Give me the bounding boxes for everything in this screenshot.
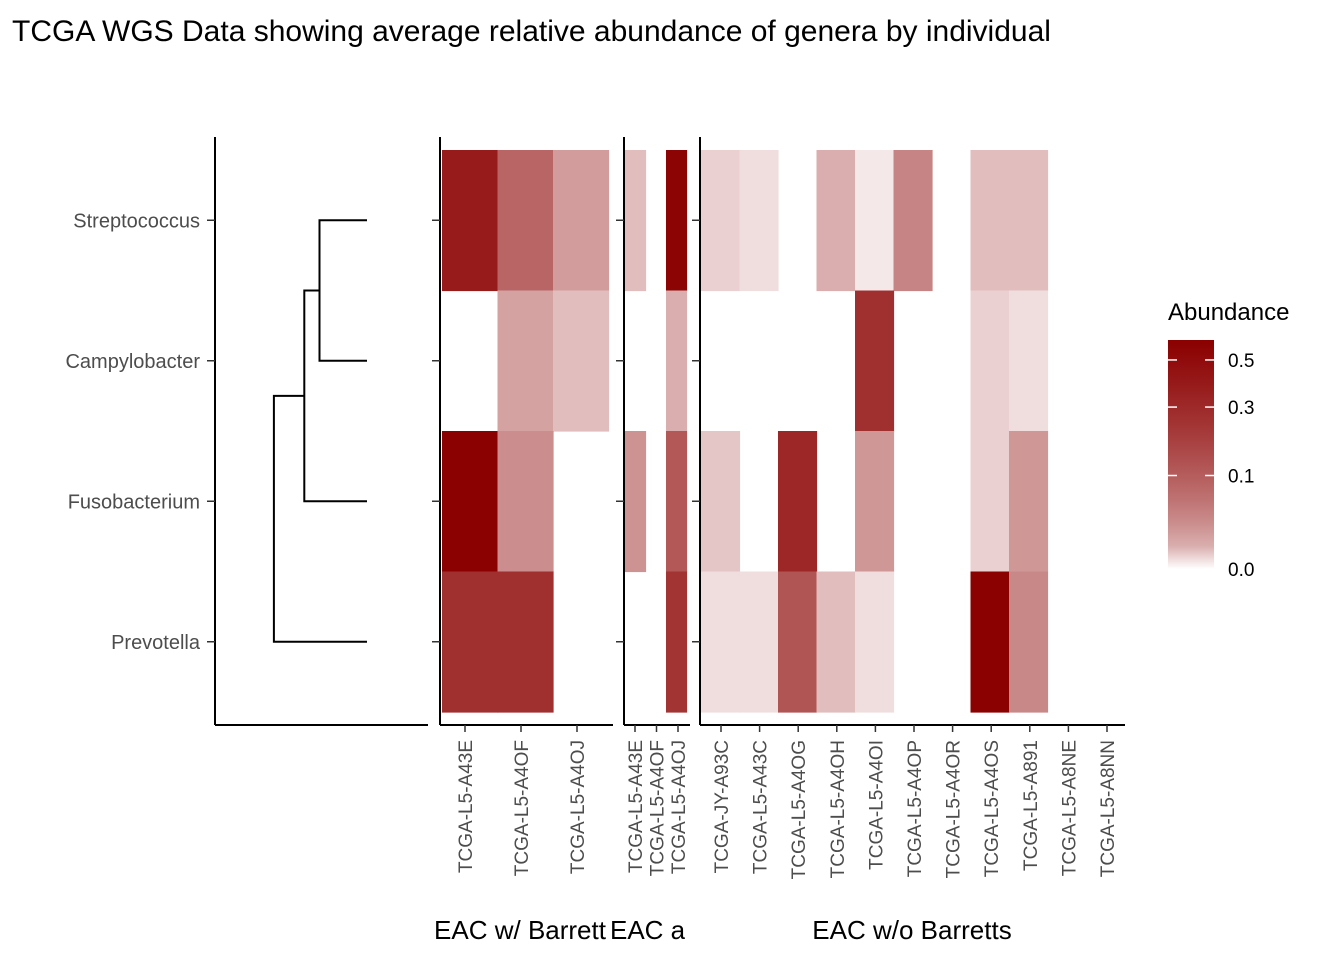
legend-tick-label: 0.0: [1228, 560, 1254, 581]
sample-label: TCGA-L5-A4OJ: [568, 740, 589, 874]
sample-label: TCGA-L5-A4OG: [789, 740, 810, 879]
heatmap-cell: [739, 571, 779, 713]
heatmap-cell: [625, 150, 647, 292]
abundance-legend: Abundance 0.5 0.3 0.1 0.0: [1168, 299, 1289, 581]
heatmap-cell: [970, 150, 1010, 292]
heatmap-cell: [1009, 150, 1049, 292]
genus-axis: Streptococcus Campylobacter Fusobacterium P…: [65, 137, 428, 726]
heatmap-cell: [778, 571, 818, 713]
heatmap-cell: [739, 150, 779, 292]
heatmap-cell: [855, 150, 895, 292]
heatmap-cell: [855, 571, 895, 713]
heatmap-cell: [970, 571, 1010, 713]
sample-label: TCGA-L5-A8NE: [1059, 740, 1080, 876]
sample-label: TCGA-L5-A8NN: [1098, 740, 1119, 877]
heatmap-panel: TCGA-L5-A43E TCGA-L5-A4OF TCGA-L5-A4OJ EAC …: [610, 137, 844, 945]
heatmap-cell: [442, 150, 499, 292]
heatmap-cell: [497, 150, 554, 292]
heatmap-cell: [893, 150, 933, 292]
legend-tick-label: 0.3: [1228, 398, 1254, 419]
panel-title: EAC w/ Barrett: [434, 915, 607, 945]
heatmap-cell: [855, 290, 895, 432]
sample-label: TCGA-L5-A43E: [456, 740, 477, 873]
heatmap-cell: [497, 431, 554, 573]
sample-label: TCGA-L5-A891: [1021, 740, 1042, 871]
legend-title: Abundance: [1168, 299, 1289, 326]
dendrogram-branch: [303, 289, 367, 503]
genus-label: Campylobacter: [65, 351, 200, 373]
panel-title: EAC adj. w/ Barretts: [610, 915, 844, 945]
heatmap-cell: [816, 571, 856, 713]
sample-label: TCGA-L5-A43E: [626, 740, 647, 873]
sample-label: TCGA-L5-A4OF: [648, 740, 669, 876]
genus-label: Prevotella: [111, 632, 201, 654]
heatmap-panels: TCGA-L5-A43E TCGA-L5-A4OF TCGA-L5-A4OJEAC …: [432, 137, 1125, 945]
genus-label: Fusobacterium: [68, 491, 200, 513]
heatmap-cell: [701, 571, 741, 713]
heatmap-panel: TCGA-JY-A93C TCGA-L5-A43C TCGA-L5-A4OG TCGA…: [692, 137, 1125, 945]
panel-title: EAC w/o Barretts: [812, 915, 1011, 945]
dendrogram: [272, 219, 367, 643]
heatmap-cell: [778, 431, 818, 573]
heatmap-cell: [1009, 571, 1049, 713]
heatmap-cell: [855, 431, 895, 573]
sample-label: TCGA-L5-A4OR: [944, 740, 965, 878]
heatmap-cell: [666, 431, 688, 573]
heatmap-cell: [666, 571, 688, 713]
heatmap-cell: [666, 290, 688, 432]
legend-colorbar: [1168, 340, 1214, 569]
sample-label: TCGA-L5-A4OI: [866, 740, 887, 870]
sample-label: TCGA-L5-A43C: [751, 740, 772, 874]
heatmap-cell: [970, 290, 1010, 432]
heatmap-panel: TCGA-L5-A43E TCGA-L5-A4OF TCGA-L5-A4OJ EAC …: [432, 137, 613, 945]
heatmap-cell: [497, 571, 554, 713]
heatmap-cell: [1009, 431, 1049, 573]
dendrogram-branch: [318, 219, 367, 362]
heatmap-cell: [701, 431, 741, 573]
heatmap-cell: [497, 290, 554, 432]
legend-tick-label: 0.5: [1228, 351, 1254, 372]
heatmap-cell: [970, 431, 1010, 573]
heatmap-cell: [442, 431, 499, 573]
sample-label: TCGA-L5-A4OS: [982, 740, 1003, 877]
heatmap-cell: [553, 290, 610, 432]
heatmap-cell: [553, 150, 610, 292]
sample-label: TCGA-L5-A4OP: [905, 740, 926, 877]
chart-title: TCGA WGS Data showing average relative a…: [12, 15, 1051, 48]
sample-label: TCGA-L5-A4OF: [512, 740, 533, 876]
genus-label: Streptococcus: [73, 210, 200, 232]
dendrogram-branch: [272, 394, 367, 643]
legend-tick-label: 0.1: [1228, 467, 1254, 488]
heatmap-cell: [701, 150, 741, 292]
heatmap-cell: [442, 571, 499, 713]
sample-label: TCGA-L5-A4OH: [828, 740, 849, 878]
heatmap-cell: [625, 431, 647, 573]
sample-label: TCGA-L5-A4OJ: [669, 740, 690, 874]
heatmap-cell: [816, 150, 856, 292]
sample-label: TCGA-JY-A93C: [712, 740, 733, 873]
heatmap-cell: [666, 150, 688, 292]
heatmap-cell: [1009, 290, 1049, 432]
